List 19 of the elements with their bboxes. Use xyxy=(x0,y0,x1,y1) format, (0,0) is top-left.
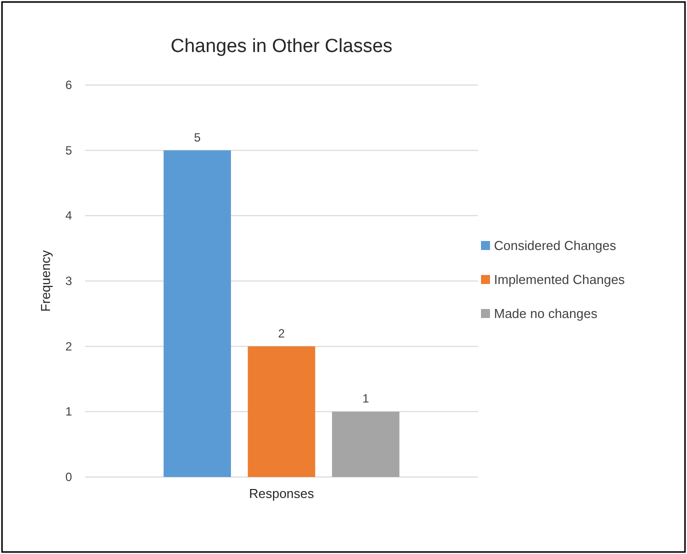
y-tick-label: 1 xyxy=(65,404,72,419)
bar xyxy=(164,150,231,477)
data-label: 1 xyxy=(362,392,370,406)
legend-label: Made no changes xyxy=(494,306,598,321)
legend-label: Implemented Changes xyxy=(494,272,626,287)
data-label: 5 xyxy=(194,130,201,144)
y-tick-label: 6 xyxy=(65,78,72,92)
y-axis-title: Frequency xyxy=(38,250,53,312)
bar xyxy=(332,412,400,477)
y-tick-label: 2 xyxy=(65,339,72,354)
legend-label: Considered Changes xyxy=(494,238,617,253)
y-tick-label: 0 xyxy=(65,470,72,484)
data-label: 2 xyxy=(278,326,286,340)
y-tick-label: 3 xyxy=(65,274,72,288)
chart-title: Changes in Other Classes xyxy=(170,36,392,57)
x-tick-label: Responses xyxy=(248,486,315,501)
bar xyxy=(248,346,316,477)
y-tick-label: 4 xyxy=(65,208,72,223)
y-tick-label: 5 xyxy=(65,143,72,158)
